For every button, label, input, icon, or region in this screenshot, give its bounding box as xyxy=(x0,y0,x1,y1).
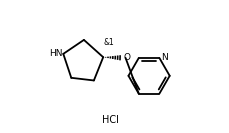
Text: O: O xyxy=(123,53,130,62)
Text: &1: &1 xyxy=(104,38,114,47)
Text: HN: HN xyxy=(49,49,62,58)
Text: HCl: HCl xyxy=(102,115,119,125)
Text: N: N xyxy=(161,53,168,63)
